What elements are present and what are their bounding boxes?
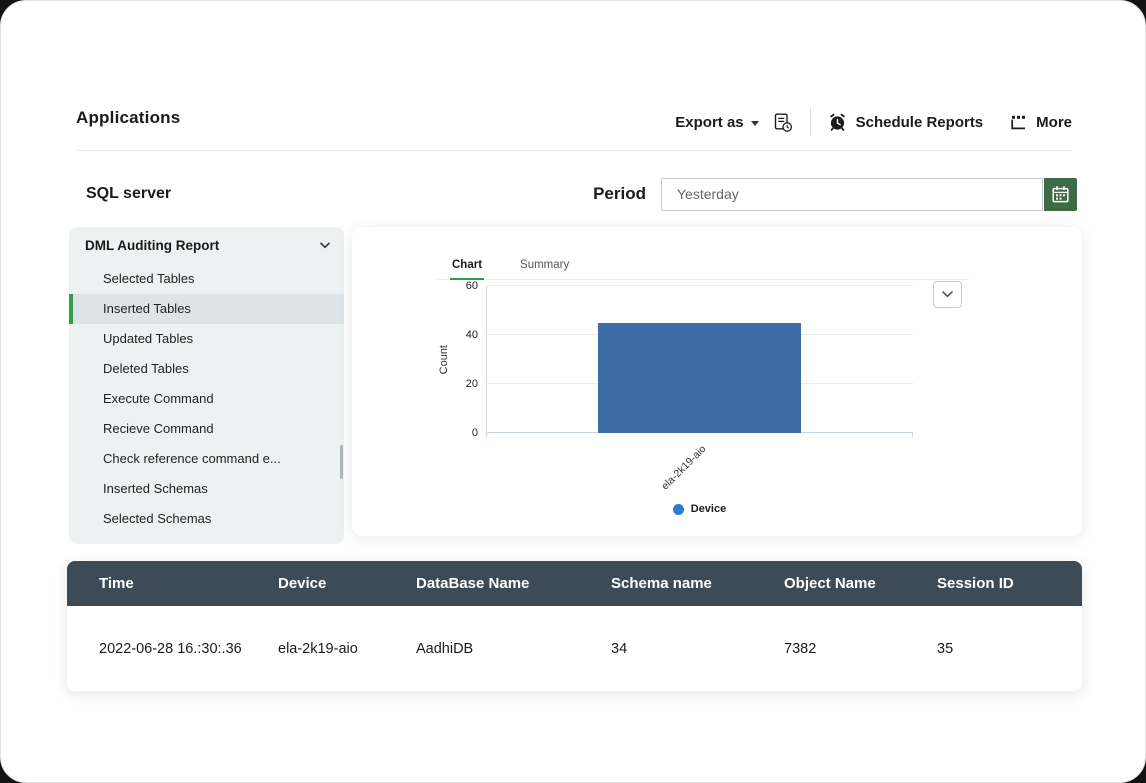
legend-item-device: Device	[672, 503, 727, 515]
report-list-panel: DML Auditing Report Selected Tables Inser…	[69, 227, 344, 544]
sidebar-item-inserted-tables[interactable]: Inserted Tables	[69, 294, 344, 324]
table-cell-database-name: AadhiDB	[416, 640, 474, 657]
more-button[interactable]: More	[1010, 114, 1072, 131]
period-label: Period	[593, 184, 646, 203]
tab-summary[interactable]: Summary	[520, 258, 570, 271]
gridline	[486, 285, 913, 286]
table-cell-schema-name: 34	[611, 640, 628, 657]
period-control: Period Yesterday	[593, 177, 1077, 211]
export-as-button[interactable]: Export as	[675, 113, 759, 131]
period-input[interactable]: Yesterday	[661, 177, 1043, 211]
sidebar-item-deleted-tables[interactable]: Deleted Tables	[103, 361, 189, 376]
column-header-object-name: Object Name	[784, 575, 876, 592]
column-header-device: Device	[278, 575, 327, 592]
scrollbar-thumb[interactable]	[340, 445, 343, 479]
table-cell-device: ela-2k19-aio	[278, 640, 358, 657]
sidebar-item-check-reference-command-e[interactable]: Check reference command e...	[103, 451, 281, 466]
sidebar-item-selected-schemas[interactable]: Selected Schemas	[103, 511, 212, 526]
table-header-row: Time Device DataBase Name Schema name Object…	[67, 561, 1082, 606]
export-history-icon[interactable]	[772, 112, 793, 133]
sidebar-item-execute-command[interactable]: Execute Command	[103, 391, 214, 406]
report-subheader: SQL server Period Yesterday	[86, 173, 1077, 215]
alarm-clock-icon	[828, 113, 847, 132]
y-axis-line	[486, 286, 487, 433]
column-header-schema-name: Schema name	[611, 575, 712, 592]
column-header-session-id: Session ID	[937, 575, 1014, 592]
chevron-down-icon	[942, 291, 953, 298]
table-row[interactable]: 2022-06-28 16.:30:.36 ela-2k19-aio AadhiDB…	[67, 606, 1082, 691]
sidebar-item-recieve-command[interactable]: Recieve Command	[103, 421, 214, 436]
schedule-reports-button[interactable]: Schedule Reports	[828, 113, 984, 132]
y-tick-label: 20	[465, 378, 478, 390]
toolbar: Applications Export as	[76, 103, 1072, 151]
more-label: More	[1036, 113, 1072, 131]
column-header-time: Time	[99, 575, 134, 592]
page-title: Applications	[76, 108, 181, 127]
table-cell-session-id: 35	[937, 640, 954, 657]
calendar-button[interactable]	[1044, 177, 1077, 211]
legend-label: Device	[690, 503, 727, 515]
legend-dot-icon	[672, 503, 684, 515]
chart-legend: Device	[486, 503, 913, 515]
report-group-toggle[interactable]: DML Auditing Report	[69, 227, 344, 264]
sidebar-item-selected-tables[interactable]: Selected Tables	[103, 271, 195, 286]
x-tick-label: ela-2k19-aio	[658, 443, 708, 493]
chevron-down-icon	[320, 242, 330, 249]
toolbar-divider	[809, 108, 811, 136]
y-axis-title: Count	[438, 286, 450, 433]
table-cell-object-name: 7382	[784, 640, 817, 657]
chart-options-dropdown[interactable]	[933, 281, 962, 308]
bar-ela-2k19-aio[interactable]	[598, 322, 801, 433]
export-as-label: Export as	[675, 113, 744, 131]
schedule-reports-label: Schedule Reports	[855, 113, 984, 131]
report-group-label: DML Auditing Report	[85, 238, 220, 253]
column-header-database-name: DataBase Name	[416, 575, 530, 592]
more-icon	[1010, 114, 1027, 131]
report-title: SQL server	[86, 185, 172, 202]
table-body: 2022-06-28 16.:30:.36 ela-2k19-aio AadhiDB…	[67, 606, 1082, 691]
y-tick-label: 60	[465, 280, 478, 292]
chart-panel: Chart Summary Count 0 20 40 60 ela-2k19-aio D…	[352, 227, 1082, 536]
calendar-icon	[1052, 185, 1069, 202]
chart-tab-bar: Chart Summary	[437, 250, 969, 280]
y-axis-title-text: Count	[438, 344, 450, 375]
tab-chart[interactable]: Chart	[450, 250, 485, 280]
sidebar-item-updated-tables[interactable]: Updated Tables	[103, 331, 194, 346]
sidebar-item-inserted-schemas[interactable]: Inserted Schemas	[103, 481, 208, 496]
period-value: Yesterday	[677, 186, 739, 202]
table-cell-time: 2022-06-28 16.:30:.36	[99, 640, 242, 657]
toolbar-actions: Export as	[675, 107, 1072, 137]
report-list: Selected Tables Inserted Tables Updated Ta…	[69, 264, 344, 534]
caret-down-icon	[750, 120, 759, 126]
y-tick-label: 0	[471, 427, 478, 439]
results-table: Time Device DataBase Name Schema name Object…	[67, 561, 1082, 691]
bar-chart: Count 0 20 40 60 ela-2k19-aio	[438, 280, 913, 492]
y-tick-label: 40	[465, 329, 478, 341]
